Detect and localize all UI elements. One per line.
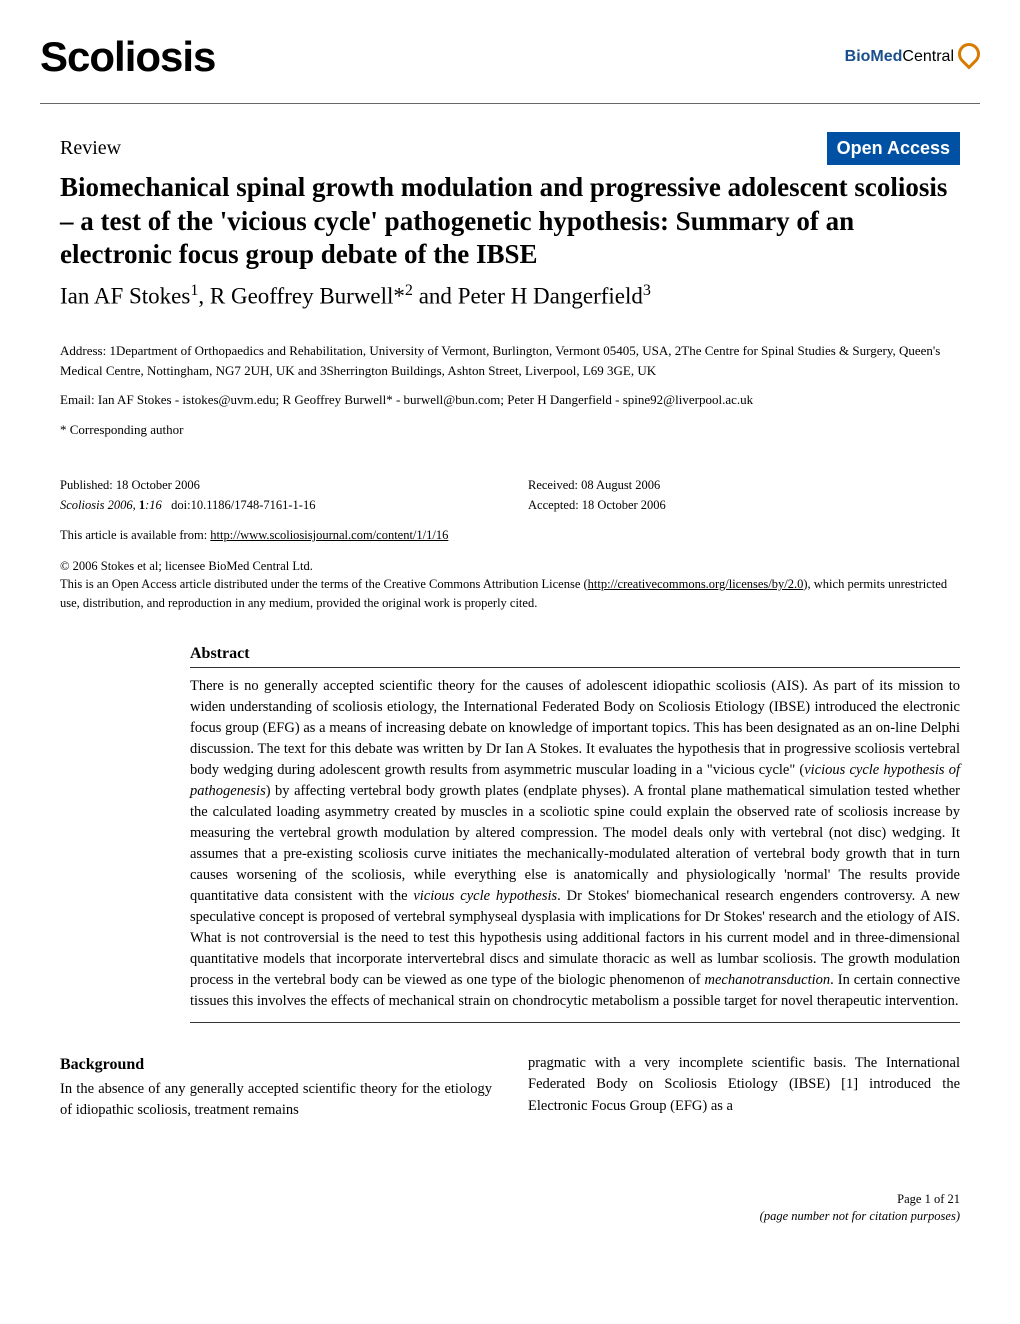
authors-line: Ian AF Stokes1, R Geoffrey Burwell*2 and… [60, 280, 960, 313]
accepted-date: Accepted: 18 October 2006 [528, 495, 960, 515]
page-footer: Page 1 of 21 (page number not for citati… [0, 1161, 1020, 1246]
affiliations-text: 1Department of Orthopaedics and Rehabili… [60, 343, 940, 378]
available-prefix: This article is available from: [60, 528, 210, 542]
body-columns: Background In the absence of any general… [60, 1053, 960, 1120]
author-2: R Geoffrey Burwell* [210, 284, 405, 309]
author-1: Ian AF Stokes [60, 284, 190, 309]
copyright-block: © 2006 Stokes et al; licensee BioMed Cen… [60, 557, 960, 613]
author-3-sup: 3 [643, 282, 651, 299]
available-url[interactable]: http://www.scoliosisjournal.com/content/… [210, 528, 448, 542]
doi-line: Scoliosis 2006, 1:16 doi:10.1186/1748-71… [60, 495, 528, 515]
abstract-italic-2: vicious cycle hypothesis [413, 888, 557, 904]
authors-joiner: and [413, 284, 458, 309]
open-access-badge: Open Access [827, 132, 960, 165]
abstract-bottom-rule [190, 1022, 960, 1023]
article-type-row: Review Open Access [60, 132, 960, 165]
author-2-sup: 2 [405, 282, 413, 299]
journal-title: Scoliosis [40, 28, 215, 87]
abstract-heading: Abstract [190, 643, 960, 668]
publication-block: Published: 18 October 2006 Scoliosis 200… [60, 475, 960, 515]
pub-right-col: Received: 08 August 2006 Accepted: 18 Oc… [528, 475, 960, 515]
emails-text: Ian AF Stokes - istokes@uvm.edu; R Geoff… [98, 392, 753, 407]
published-date: Published: 18 October 2006 [60, 475, 528, 495]
available-from: This article is available from: http://w… [60, 527, 960, 545]
publisher-normal: Central [902, 46, 954, 68]
publisher-logo: BioMed Central [845, 43, 980, 71]
address-label: Address: [60, 343, 109, 358]
email-label: Email: [60, 392, 98, 407]
journal-ref-rest: 2006, [104, 498, 138, 512]
page-number: Page 1 of 21 [0, 1191, 960, 1209]
abstract-italic-3: mechanotransduction [704, 972, 830, 988]
emails: Email: Ian AF Stokes - istokes@uvm.edu; … [60, 390, 960, 410]
received-date: Received: 08 August 2006 [528, 475, 960, 495]
issue-page: :16 [145, 498, 162, 512]
abstract-p2: ) by affecting vertebral body growth pla… [190, 783, 960, 904]
doi: doi:10.1186/1748-7161-1-16 [171, 498, 315, 512]
header-divider [40, 103, 980, 104]
article-type: Review [60, 134, 121, 162]
abstract-box: Abstract There is no generally accepted … [190, 643, 960, 1024]
biomed-circle-icon [953, 39, 984, 70]
column-left: Background In the absence of any general… [60, 1053, 492, 1120]
content-area: Review Open Access Biomechanical spinal … [0, 132, 1020, 1161]
journal-ref-italic: Scoliosis [60, 498, 104, 512]
article-title: Biomechanical spinal growth modulation a… [60, 171, 960, 272]
col2-text: pragmatic with a very incomplete scienti… [528, 1055, 960, 1113]
affiliations: Address: 1Department of Orthopaedics and… [60, 341, 960, 380]
header-bar: Scoliosis BioMed Central [0, 0, 1020, 103]
abstract-text: There is no generally accepted scientifi… [190, 676, 960, 1012]
column-right: pragmatic with a very incomplete scienti… [528, 1053, 960, 1120]
citation-note: (page number not for citation purposes) [0, 1208, 960, 1226]
pub-left-col: Published: 18 October 2006 Scoliosis 200… [60, 475, 528, 515]
license-line: This is an Open Access article distribut… [60, 575, 960, 613]
license-pre: This is an Open Access article distribut… [60, 577, 588, 591]
publisher-bold: BioMed [845, 46, 903, 68]
author-1-sup: 1 [190, 282, 198, 299]
copyright-text: © 2006 Stokes et al; licensee BioMed Cen… [60, 557, 960, 576]
corresponding-author: * Corresponding author [60, 420, 960, 440]
background-heading: Background [60, 1053, 492, 1076]
author-3: Peter H Dangerfield [458, 284, 643, 309]
col1-text: In the absence of any generally accepted… [60, 1081, 492, 1118]
license-url[interactable]: http://creativecommons.org/licenses/by/2… [588, 577, 804, 591]
